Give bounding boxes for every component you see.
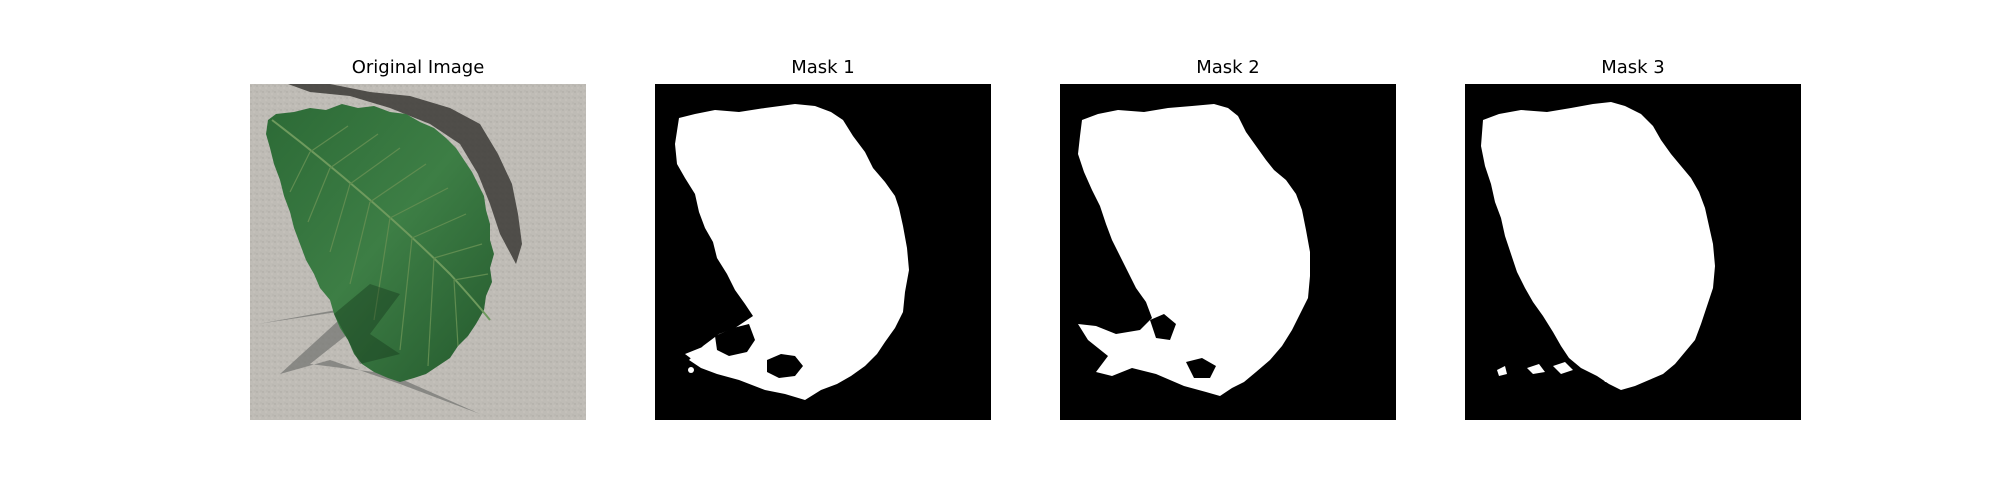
stem-shadow bbox=[258, 304, 480, 414]
leaf bbox=[266, 104, 494, 382]
leaf-shadow bbox=[288, 84, 522, 264]
mask-image bbox=[1060, 84, 1396, 420]
leaf-shadow-overlay bbox=[334, 284, 400, 364]
original-image bbox=[250, 84, 586, 420]
leaf-veins bbox=[289, 125, 489, 367]
mask-fragment bbox=[1601, 372, 1615, 382]
mask-hole bbox=[715, 324, 755, 356]
mask-image bbox=[1465, 84, 1801, 420]
panel-title: Original Image bbox=[351, 57, 485, 78]
leaf-midrib bbox=[271, 119, 491, 321]
mask-fragment bbox=[1497, 366, 1507, 376]
panel-title: Mask 1 bbox=[791, 57, 855, 78]
mask-fragment bbox=[1527, 364, 1545, 374]
mask-region bbox=[675, 104, 909, 400]
mask-hole bbox=[767, 354, 803, 378]
mask-image bbox=[655, 84, 991, 420]
mask-hole bbox=[1150, 314, 1176, 340]
mask-fragment bbox=[688, 367, 694, 373]
mask-fragment bbox=[1553, 362, 1573, 374]
mask-region bbox=[1078, 104, 1310, 396]
panel-title: Mask 2 bbox=[1196, 57, 1260, 78]
panel-title: Mask 3 bbox=[1601, 57, 1665, 78]
mask-hole bbox=[1186, 358, 1216, 378]
mask-fragment bbox=[685, 346, 715, 366]
mask-region bbox=[1481, 102, 1715, 390]
